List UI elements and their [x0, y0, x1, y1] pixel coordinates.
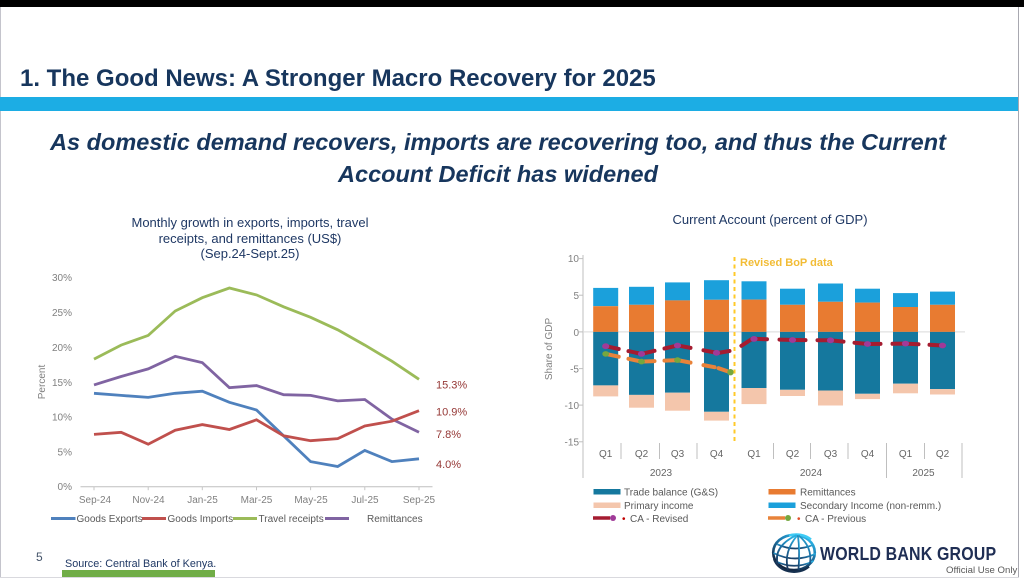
- svg-text:Q2: Q2: [936, 449, 950, 460]
- svg-text:Q3: Q3: [671, 449, 685, 460]
- svg-text:Secondary Income (non-remm.): Secondary Income (non-remm.): [800, 501, 941, 512]
- svg-text:25%: 25%: [52, 308, 72, 319]
- svg-text:Q1: Q1: [747, 449, 761, 460]
- svg-text:5%: 5%: [58, 448, 73, 459]
- svg-text:Remittances: Remittances: [800, 488, 856, 499]
- svg-text:Trade balance (G&S): Trade balance (G&S): [624, 488, 718, 499]
- svg-text:2023: 2023: [650, 468, 673, 479]
- svg-text:Goods Exports: Goods Exports: [77, 514, 143, 525]
- svg-text:-15: -15: [565, 438, 580, 449]
- svg-text:•: •: [797, 514, 801, 525]
- svg-text:Revised BoP data: Revised BoP data: [740, 257, 834, 269]
- svg-text:Primary income: Primary income: [624, 501, 694, 512]
- svg-text:10: 10: [568, 254, 580, 265]
- svg-text:15.3%: 15.3%: [436, 380, 467, 392]
- svg-text:Q4: Q4: [710, 449, 724, 460]
- svg-text:Q4: Q4: [861, 449, 875, 460]
- svg-text:CA - Revised: CA - Revised: [630, 514, 688, 525]
- svg-text:2025: 2025: [912, 468, 935, 479]
- svg-text:Q3: Q3: [824, 449, 838, 460]
- svg-text:Q2: Q2: [635, 449, 649, 460]
- svg-text:Sep-24: Sep-24: [79, 495, 112, 506]
- svg-text:Jul-25: Jul-25: [351, 495, 379, 506]
- svg-text:Mar-25: Mar-25: [241, 495, 273, 506]
- svg-text:Sep-25: Sep-25: [403, 495, 436, 506]
- svg-text:-10: -10: [565, 401, 580, 412]
- svg-text:•: •: [622, 514, 626, 525]
- svg-text:20%: 20%: [52, 343, 72, 354]
- svg-text:Travel receipts: Travel receipts: [259, 514, 324, 525]
- svg-text:-5: -5: [570, 365, 579, 376]
- svg-text:15%: 15%: [52, 378, 72, 389]
- svg-text:Q2: Q2: [786, 449, 800, 460]
- svg-text:4.0%: 4.0%: [436, 459, 461, 471]
- svg-text:Percent: Percent: [37, 365, 48, 400]
- svg-text:0%: 0%: [58, 482, 73, 493]
- svg-text:Q1: Q1: [599, 449, 613, 460]
- svg-text:Share of GDP: Share of GDP: [544, 318, 555, 381]
- svg-text:Q1: Q1: [899, 449, 913, 460]
- svg-text:30%: 30%: [52, 273, 72, 284]
- svg-text:Remittances: Remittances: [367, 514, 423, 525]
- svg-text:Jan-25: Jan-25: [187, 495, 218, 506]
- svg-text:CA - Previous: CA - Previous: [805, 514, 866, 525]
- svg-text:0: 0: [573, 328, 579, 339]
- svg-text:10.9%: 10.9%: [436, 407, 467, 419]
- svg-text:2024: 2024: [800, 468, 823, 479]
- svg-text:Nov-24: Nov-24: [132, 495, 165, 506]
- svg-text:7.8%: 7.8%: [436, 429, 461, 441]
- svg-text:May-25: May-25: [294, 495, 328, 506]
- svg-text:Goods Imports: Goods Imports: [168, 514, 234, 525]
- svg-text:10%: 10%: [52, 413, 72, 424]
- svg-text:5: 5: [573, 291, 579, 302]
